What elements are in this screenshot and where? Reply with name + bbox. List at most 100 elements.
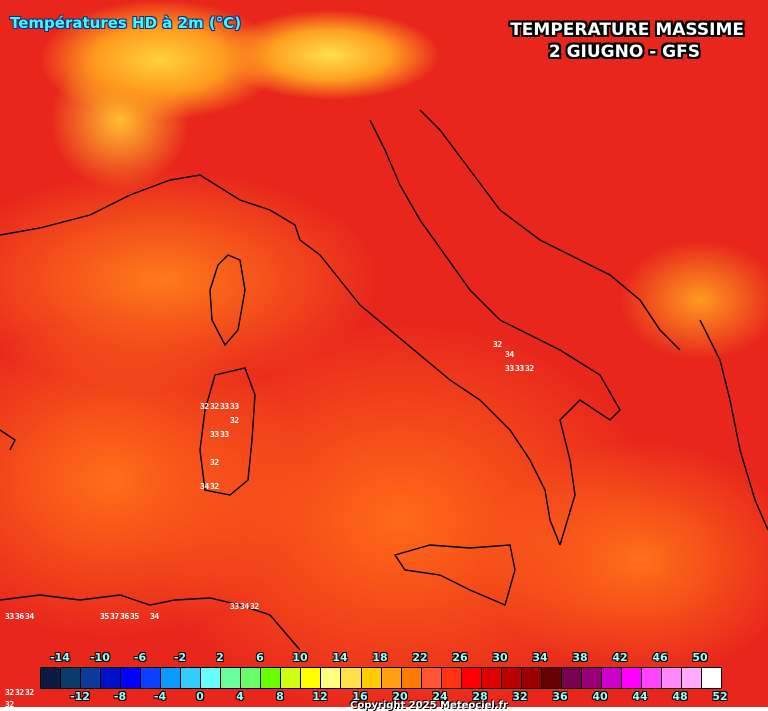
legend-tick-label: -4	[153, 690, 167, 703]
legend-tick-label: 52	[712, 690, 728, 703]
legend-tick-label: -2	[173, 651, 187, 664]
temperature-value: 32	[493, 340, 502, 349]
coast-spain-islands	[0, 429, 16, 451]
legend-color-box	[301, 668, 322, 688]
coast-balkans	[419, 109, 681, 351]
temperature-value: 34	[505, 350, 514, 359]
temperature-value: 32	[250, 602, 259, 611]
temperature-value: 33	[515, 364, 524, 373]
legend-color-box	[281, 668, 302, 688]
legend-tick-label: 10	[292, 651, 308, 664]
legend-tick-label: 32	[512, 690, 528, 703]
temperature-value: 32	[525, 364, 534, 373]
product-title: Températures HD à 2m (°C)	[10, 14, 242, 32]
coast-sicily	[393, 544, 516, 606]
temperature-value: 33	[220, 402, 229, 411]
legend-tick-label: 34	[532, 651, 548, 664]
legend-tick-label: -8	[113, 690, 127, 703]
coast-sardinia	[199, 367, 256, 496]
legend-tick-label: 6	[256, 651, 264, 664]
legend-color-box	[481, 668, 502, 688]
legend-color-box	[201, 668, 222, 688]
legend-color-box	[581, 668, 602, 688]
temperature-value: 32	[210, 402, 219, 411]
temperature-value: 32	[230, 416, 239, 425]
coast-corsica	[209, 254, 246, 347]
overlay-title-line2: 2 GIUGNO - GFS	[548, 42, 700, 62]
temperature-value: 34	[240, 602, 249, 611]
legend-tick-label: -6	[133, 651, 147, 664]
temperature-value: 33	[220, 430, 229, 439]
copyright: Copyright 2025 Meteociel.fr	[350, 700, 508, 711]
legend-color-box	[61, 668, 82, 688]
legend-tick-label: 26	[452, 651, 468, 664]
legend-color-box	[601, 668, 622, 688]
legend-tick-label: 18	[372, 651, 388, 664]
legend-color-box	[341, 668, 362, 688]
legend-color-box	[221, 668, 242, 688]
temperature-value: 34	[200, 482, 209, 491]
legend-color-box	[702, 668, 722, 688]
legend-tick-label: 46	[652, 651, 668, 664]
legend-color-box	[361, 668, 382, 688]
legend-color-box	[461, 668, 482, 688]
legend-tick-label: 24	[432, 690, 448, 703]
legend-color-box	[81, 668, 102, 688]
legend-color-box	[121, 668, 142, 688]
temperature-value: 32	[5, 700, 14, 709]
legend-color-box	[141, 668, 162, 688]
legend-tick-label: 42	[612, 651, 628, 664]
legend-color-box	[321, 668, 342, 688]
temperature-value: 35	[100, 612, 109, 621]
legend-color-box	[501, 668, 522, 688]
legend-tick-label: 14	[332, 651, 348, 664]
legend-tick-label: 50	[692, 651, 708, 664]
temperature-value: 32	[15, 688, 24, 697]
legend-tick-label: 28	[472, 690, 488, 703]
temperature-value: 33	[505, 364, 514, 373]
temperature-value: 34	[25, 612, 34, 621]
legend-color-box	[441, 668, 462, 688]
temperature-value: 32	[5, 688, 14, 697]
legend-color-box	[621, 668, 642, 688]
legend-tick-label: 30	[492, 651, 508, 664]
legend-tick-label: 40	[592, 690, 608, 703]
legend-tick-label: 16	[352, 690, 368, 703]
temperature-value: 36	[15, 612, 24, 621]
legend-tick-label: 22	[412, 651, 428, 664]
legend-tick-label: -12	[70, 690, 90, 703]
legend-tick-label: 48	[672, 690, 688, 703]
legend-tick-label: 20	[392, 690, 408, 703]
legend-color-box	[682, 668, 703, 688]
legend-tick-label: -14	[50, 651, 70, 664]
temperature-value: 34	[150, 612, 159, 621]
legend-tick-label: 4	[236, 690, 244, 703]
temperature-value: 35	[130, 612, 139, 621]
coast-north-africa	[0, 594, 301, 651]
legend-tick-label: 44	[632, 690, 648, 703]
legend-tick-label: 2	[216, 651, 224, 664]
legend-color-box	[161, 668, 182, 688]
legend-tick-label: 8	[276, 690, 284, 703]
legend-color-box	[241, 668, 262, 688]
legend-color-box	[101, 668, 122, 688]
legend-color-box	[401, 668, 422, 688]
temperature-value: 33	[230, 402, 239, 411]
legend-tick-label: 12	[312, 690, 328, 703]
coast-italy-west	[299, 239, 561, 546]
legend-tick-label: 36	[552, 690, 568, 703]
coast-greece	[699, 319, 768, 531]
color-scale-legend	[40, 667, 722, 689]
temperature-value: 33	[230, 602, 239, 611]
legend-color-box	[41, 668, 62, 688]
overlay-title-line1: TEMPERATURE MASSIME	[510, 20, 744, 40]
legend-tick-label: 0	[196, 690, 204, 703]
temperature-value: 32	[210, 482, 219, 491]
legend-tick-label: 38	[572, 651, 588, 664]
temperature-value: 32	[200, 402, 209, 411]
temperature-value: 37	[110, 612, 119, 621]
legend-color-box	[641, 668, 662, 688]
legend-color-box	[421, 668, 442, 688]
